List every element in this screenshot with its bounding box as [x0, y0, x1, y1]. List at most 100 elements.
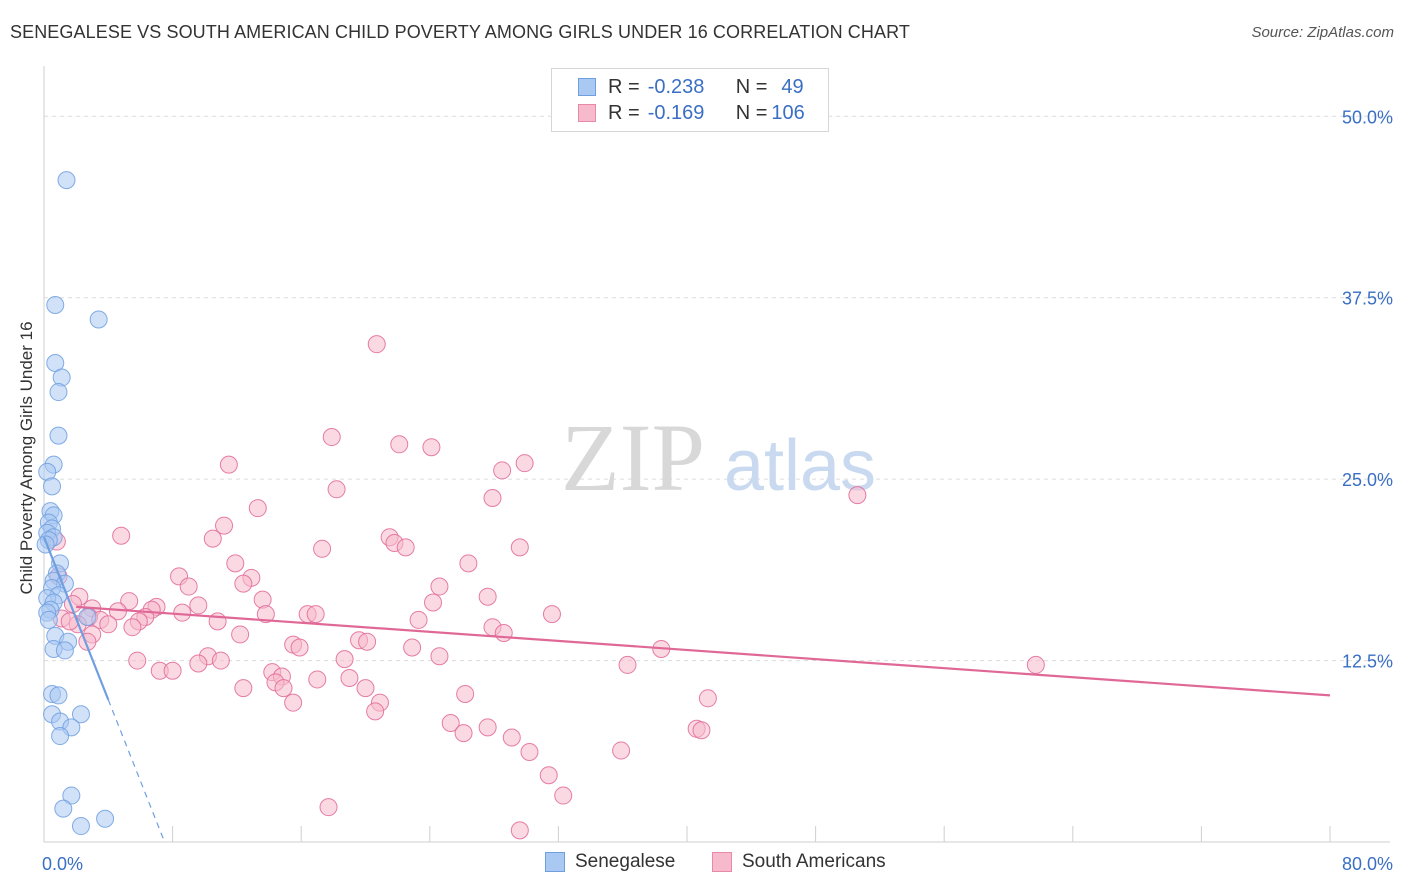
- data-point: [89, 310, 108, 329]
- data-point: [128, 651, 147, 670]
- data-point: [358, 632, 377, 651]
- data-point: [483, 489, 502, 508]
- chart-title: SENEGALESE VS SOUTH AMERICAN CHILD POVER…: [10, 22, 910, 42]
- data-point: [554, 786, 573, 805]
- data-point: [459, 554, 478, 573]
- data-point: [430, 577, 449, 596]
- data-point: [539, 766, 558, 785]
- data-point: [515, 454, 534, 473]
- data-point: [123, 618, 142, 637]
- legend-row-senegalese: R = -0.238 N = 49: [578, 75, 804, 99]
- data-point: [424, 593, 443, 612]
- data-point: [340, 668, 359, 687]
- data-point: [49, 686, 68, 705]
- series-legend-label: South Americans: [742, 851, 886, 872]
- data-point: [36, 535, 55, 554]
- data-point: [848, 486, 867, 505]
- y-tick-label: 50.0%: [1342, 107, 1393, 127]
- data-point: [542, 605, 561, 624]
- data-point: [396, 538, 415, 557]
- data-point: [493, 461, 512, 480]
- data-point: [366, 702, 385, 721]
- data-point: [96, 809, 115, 828]
- data-point: [356, 679, 375, 698]
- data-point: [335, 650, 354, 669]
- trend-line: [76, 605, 1331, 697]
- legend-r-label: R =: [608, 101, 640, 124]
- data-point: [409, 610, 428, 629]
- correlation-legend: R = -0.238 N = 49 R = -0.169 N = 106: [551, 68, 829, 132]
- y-tick-label: 12.5%: [1342, 652, 1393, 672]
- data-point: [256, 605, 275, 624]
- legend-r-value: -0.169: [647, 101, 705, 124]
- data-point: [403, 638, 422, 657]
- data-point: [219, 455, 238, 474]
- data-point: [54, 799, 73, 818]
- data-point: [49, 426, 68, 445]
- legend-swatch-senegalese: [578, 78, 596, 96]
- data-point: [99, 615, 118, 634]
- data-point: [367, 335, 386, 354]
- data-point: [231, 625, 250, 644]
- data-point: [618, 655, 637, 674]
- data-point: [494, 623, 513, 642]
- data-point: [520, 743, 539, 762]
- data-point: [478, 587, 497, 606]
- data-point: [456, 684, 475, 703]
- y-tick-label: 37.5%: [1342, 289, 1393, 309]
- data-point: [62, 786, 81, 805]
- data-point: [502, 728, 521, 747]
- trend-lines: [42, 536, 1331, 843]
- data-point: [390, 435, 409, 454]
- y-axis-label: Child Poverty Among Girls Under 16: [17, 321, 36, 594]
- data-point: [234, 679, 253, 698]
- data-point: [510, 821, 529, 840]
- data-point: [612, 741, 631, 760]
- data-point: [39, 610, 58, 629]
- series-legend-swatch: [545, 852, 565, 872]
- data-point: [422, 438, 441, 457]
- data-point: [211, 651, 230, 670]
- data-point: [692, 721, 711, 740]
- data-point: [43, 477, 62, 496]
- legend-n-label: N =: [735, 75, 768, 98]
- data-point: [163, 661, 182, 680]
- data-point: [698, 689, 717, 708]
- data-points: [36, 171, 1045, 840]
- data-point: [112, 526, 131, 545]
- legend-n-value: 106: [771, 101, 805, 124]
- data-point: [284, 693, 303, 712]
- data-point: [234, 574, 253, 593]
- data-point: [179, 577, 198, 596]
- data-point: [308, 670, 327, 689]
- data-point: [203, 529, 222, 548]
- legend-swatch-south-americans: [578, 104, 596, 122]
- data-point: [78, 608, 97, 627]
- legend-r-label: R =: [608, 75, 640, 98]
- data-point: [322, 428, 341, 447]
- series-legend-senegalese: Senegalese: [545, 851, 675, 873]
- data-point: [441, 713, 460, 732]
- tick-labels: 12.5% 25.0% 37.5% 50.0% 0.0% 80.0%: [42, 107, 1393, 874]
- data-point: [71, 705, 90, 724]
- data-point: [57, 171, 76, 190]
- data-point: [55, 641, 74, 660]
- watermark-zip: ZIP: [561, 404, 705, 511]
- series-legend-label: Senegalese: [575, 851, 676, 872]
- data-point: [189, 596, 208, 615]
- data-point: [46, 295, 65, 314]
- data-point: [306, 605, 325, 624]
- data-point: [290, 638, 309, 657]
- legend-r-value: -0.238: [647, 75, 705, 98]
- data-point: [215, 516, 234, 535]
- data-point: [226, 554, 245, 573]
- grid-lines: [44, 115, 1390, 662]
- x-tick-label: 0.0%: [42, 854, 83, 874]
- series-legend-swatch: [712, 852, 732, 872]
- data-point: [1026, 655, 1045, 674]
- chart-source: Source: ZipAtlas.com: [1251, 24, 1394, 41]
- trend-line: [42, 536, 110, 701]
- x-tick-label: 80.0%: [1342, 854, 1393, 874]
- data-point: [71, 817, 90, 836]
